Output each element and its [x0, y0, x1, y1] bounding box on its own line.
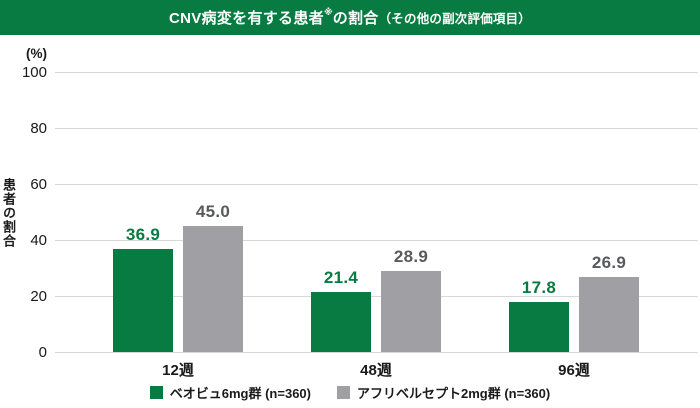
bar-value-series2-96週: 26.9: [591, 252, 627, 272]
bar-series2-48週: [381, 271, 441, 352]
gridline-0: [55, 352, 698, 353]
legend-item-aflibercept: アフリベルセプト2mg群 (n=360): [337, 383, 550, 402]
x-axis-label-12週: 12週: [162, 362, 194, 379]
y-axis-title: 患者の割合: [1, 178, 16, 248]
gridline-100: [55, 72, 698, 73]
chart-title-paren: （その他の副次評価項目）: [378, 12, 532, 26]
reference-mark: ※: [323, 7, 333, 17]
bar-value-series1-48週: 21.4: [323, 268, 359, 288]
legend-swatch-gray: [337, 385, 350, 399]
y-tick-label-20: 20: [30, 288, 47, 305]
legend-label: アフリベルセプト2mg群 (n=360): [357, 385, 551, 401]
legend-label: ベオビュ6mg群 (n=360): [169, 385, 311, 401]
x-axis-label-48週: 48週: [360, 362, 392, 379]
bar-value-series1-96週: 17.8: [521, 278, 557, 298]
bar-value-series2-48週: 28.9: [393, 247, 429, 267]
y-axis-unit: (%): [26, 46, 47, 61]
chart-legend: ベオビュ6mg群 (n=360) アフリベルセプト2mg群 (n=360): [0, 382, 700, 402]
bar-value-series2-12週: 45.0: [195, 202, 231, 221]
title-banner: CNV病変を有する患者 ※ の割合 （その他の副次評価項目）: [0, 0, 700, 35]
x-axis-label-96週: 96週: [558, 362, 590, 379]
bar-series1-96週: [509, 302, 569, 352]
gridline-20: [55, 296, 698, 297]
y-tick-label-80: 80: [30, 120, 47, 137]
chart-title-cont: の割合: [332, 10, 379, 27]
plot-area: 36.9 45.0 12週 21.4 28.9 48週 17.8 26.9 96週: [55, 72, 698, 379]
y-tick-label-40: 40: [30, 232, 47, 249]
bar-series2-12週: [183, 226, 243, 352]
legend-swatch-green: [149, 385, 163, 399]
legend-item-brolucizumab: ベオビュ6mg群 (n=360): [149, 383, 311, 402]
gridline-60: [55, 184, 698, 185]
y-tick-label-60: 60: [30, 176, 47, 193]
gridline-40: [55, 240, 698, 241]
gridline-80: [55, 128, 698, 129]
chart-title: CNV病変を有する患者: [168, 10, 324, 27]
bar-series2-96週: [579, 276, 639, 352]
y-tick-label-0: 0: [38, 344, 47, 361]
y-axis-ticks: 0 20 40 60 80 100: [0, 64, 47, 361]
bar-series1-48週: [311, 292, 371, 352]
bar-series1-12週: [113, 248, 173, 352]
bar-value-series1-12週: 36.9: [125, 224, 161, 244]
y-tick-label-100: 100: [21, 64, 47, 81]
